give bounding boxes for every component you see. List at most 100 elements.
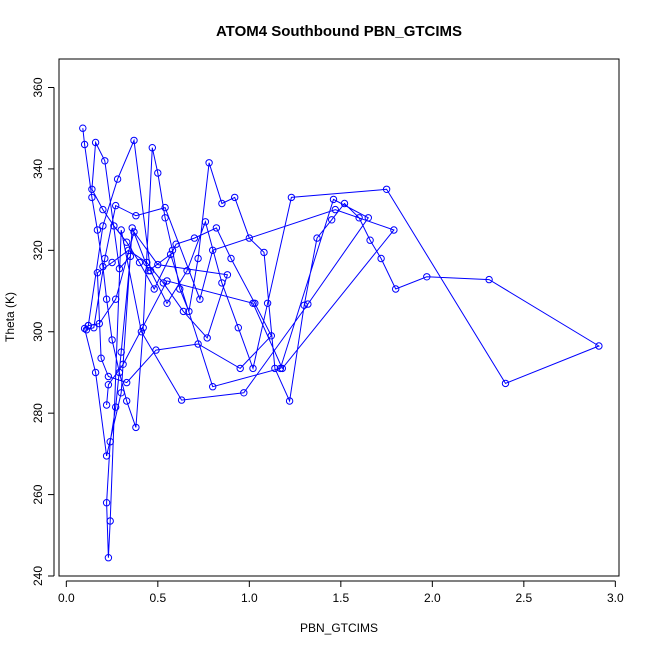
data-point (328, 216, 336, 224)
data-point (196, 295, 204, 303)
data-point (205, 159, 213, 167)
data-point (172, 240, 180, 248)
data-point (313, 234, 321, 242)
data-point (390, 226, 398, 234)
data-point (276, 364, 285, 373)
data-point (104, 381, 113, 389)
data-point (209, 383, 217, 391)
plot-frame (58, 58, 620, 577)
data-point (285, 397, 294, 405)
y-axis: 240 260 280 300 320 340 360 (31, 77, 55, 586)
x-tick-label: 1.0 (241, 591, 258, 605)
data-point (227, 254, 235, 263)
data-point (331, 205, 339, 214)
data-point (80, 140, 89, 149)
data-point (99, 222, 107, 230)
data-point (112, 201, 120, 210)
data-point (240, 389, 248, 397)
y-tick-label: 260 (31, 484, 45, 504)
data-point (148, 144, 157, 152)
data-point (163, 299, 171, 307)
data-point (117, 226, 125, 234)
data-point (161, 214, 169, 222)
data-point (99, 205, 107, 214)
data-point (115, 368, 124, 377)
data-point (201, 218, 210, 226)
x-tick-label: 2.5 (515, 591, 532, 605)
data-point (88, 193, 96, 202)
data-point (340, 199, 349, 208)
data-point (104, 372, 113, 381)
data-point (139, 324, 147, 332)
data-point (278, 364, 286, 373)
data-point (102, 499, 111, 507)
data-point (101, 254, 109, 263)
data-point (159, 279, 168, 287)
data-point (166, 250, 175, 259)
data-point (95, 319, 104, 328)
data-point (88, 185, 96, 194)
x-tick-label: 3.0 (607, 591, 624, 605)
data-point (212, 224, 221, 232)
data-point (249, 364, 257, 373)
data-point (329, 195, 338, 204)
data-point (135, 258, 144, 267)
data-point (218, 199, 226, 208)
data-point (79, 124, 87, 132)
data-point (143, 258, 151, 267)
data-point (113, 175, 122, 183)
data-point (90, 324, 98, 332)
y-axis-label: Theta (K) (3, 292, 17, 342)
data-point (194, 254, 202, 263)
data-point (236, 364, 244, 373)
data-point (501, 379, 510, 388)
data-point (117, 348, 125, 356)
data-point (304, 300, 312, 308)
data-point (130, 136, 138, 145)
data-point (104, 554, 113, 562)
data-point (161, 203, 169, 212)
data-point (287, 193, 296, 202)
data-point (102, 452, 111, 460)
data-point (190, 234, 199, 242)
data-point (101, 157, 109, 165)
data-point (130, 228, 138, 236)
y-tick-label: 300 (31, 321, 45, 341)
y-tick-label: 340 (31, 159, 45, 179)
point-layer (79, 124, 603, 562)
data-point (234, 324, 243, 332)
data-point (137, 328, 146, 336)
y-tick-label: 320 (31, 240, 45, 260)
x-axis-label: PBN_GTCIMS (300, 621, 378, 635)
data-point (203, 334, 211, 342)
y-tick-label: 280 (31, 403, 45, 423)
data-point (355, 214, 363, 222)
data-point (152, 346, 160, 354)
data-point (231, 193, 239, 202)
data-point (179, 307, 188, 316)
data-point (423, 273, 431, 281)
data-point (209, 246, 217, 255)
data-point (123, 238, 131, 246)
data-point (154, 169, 162, 177)
y-tick-label: 240 (31, 566, 45, 586)
data-point (245, 234, 254, 242)
data-point (108, 336, 116, 344)
data-point (183, 267, 191, 275)
data-point (132, 423, 140, 432)
data-point (249, 299, 257, 307)
y-tick-label: 360 (31, 77, 45, 97)
data-point (115, 264, 124, 273)
data-point (218, 279, 226, 287)
data-point (392, 285, 400, 293)
data-point (82, 326, 91, 334)
data-point (123, 378, 131, 387)
data-point (260, 248, 268, 257)
data-point (263, 299, 272, 307)
data-point (176, 285, 184, 293)
series-layer (82, 128, 601, 558)
data-point (154, 260, 162, 269)
data-point (93, 226, 102, 234)
data-point (102, 295, 111, 303)
